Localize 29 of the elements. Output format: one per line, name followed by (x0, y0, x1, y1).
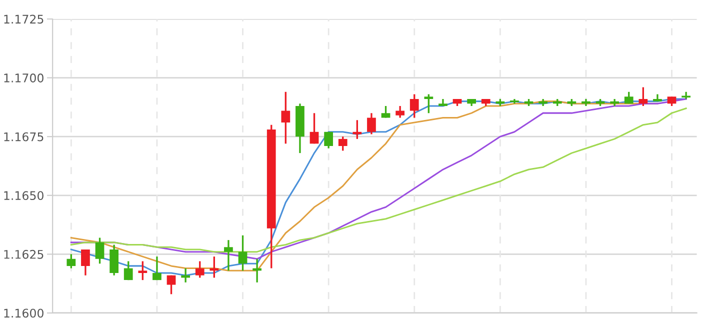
y-tick-label: 1.1700 (4, 74, 44, 82)
candlestick (667, 96, 676, 107)
candlestick (166, 274, 176, 296)
candlestick (95, 236, 104, 264)
candlestick (324, 131, 333, 150)
candlestick (410, 93, 419, 119)
candlestick (638, 86, 648, 107)
y-tick-label: 1.1725 (4, 14, 44, 24)
candlestick (680, 91, 692, 100)
y-tick-label: 1.1625 (4, 250, 44, 259)
candlestick (310, 112, 319, 144)
y-tick-label: 1.1650 (4, 191, 44, 200)
candlestick (224, 239, 233, 272)
candlestick (138, 260, 148, 281)
candlestick (424, 93, 434, 114)
y-tick-label: 1.1675 (4, 132, 44, 142)
candlestick (396, 105, 404, 119)
candlestick (367, 112, 376, 136)
candlestick (381, 105, 390, 119)
candlestick (338, 136, 348, 152)
candlestick (152, 256, 162, 281)
candlestick (110, 244, 118, 276)
candlestick (281, 91, 290, 144)
candlestick (81, 248, 90, 276)
y-tick-label: 1.1600 (4, 308, 44, 318)
candlestick (195, 260, 204, 279)
candlestick (124, 260, 133, 281)
candlestick (238, 234, 248, 272)
candlestick (66, 253, 76, 270)
